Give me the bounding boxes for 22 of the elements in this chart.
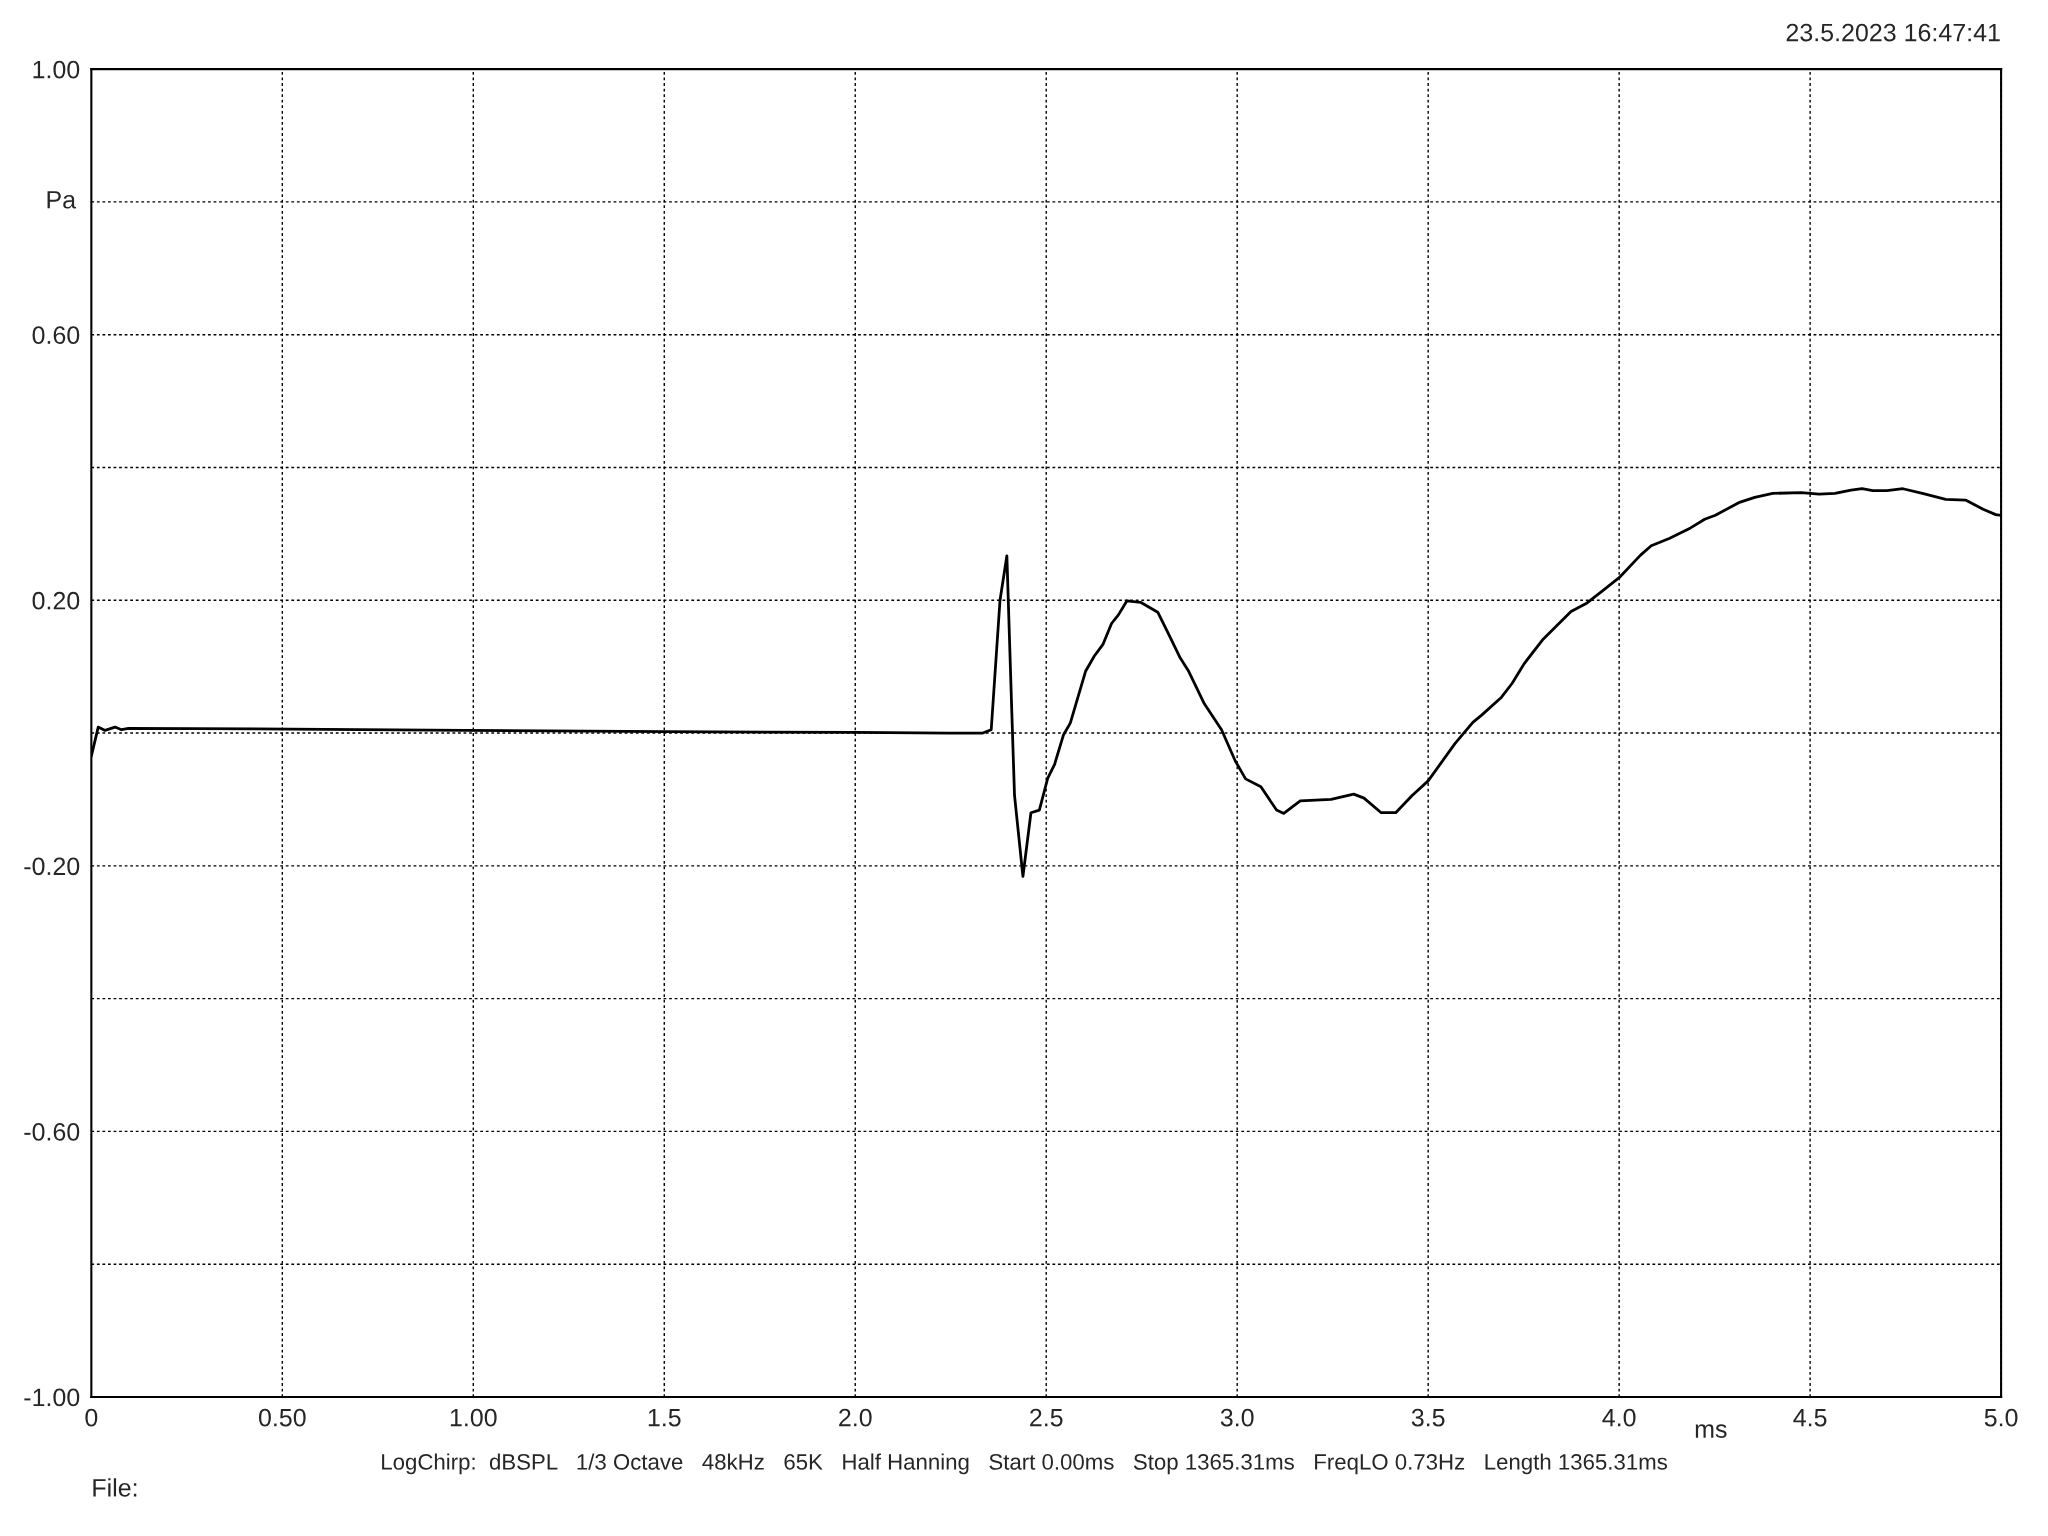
- x-tick-label: 3.0: [1220, 1408, 1254, 1427]
- x-tick-label: 1.5: [648, 1409, 681, 1427]
- text: 23.5.2023 16:47:41: [1786, 23, 2000, 42]
- x-tick-label: 1.00: [450, 1408, 497, 1427]
- y-tick-label: -0.20: [24, 857, 80, 876]
- text: LogChirp: dBSPL 1/3 Octave 48kHz 65K Half Hanning Start 0.00ms Stop 1365.31ms FreqLO 0.73Hz Length 1365.31ms: [382, 1453, 1667, 1475]
- y-tick-label: 1.00: [33, 60, 80, 79]
- x-tick-label: 4.5: [1793, 1409, 1827, 1427]
- y-tick-label: -0.60: [24, 1123, 80, 1141]
- x-axis-title: ms: [1695, 1424, 1727, 1438]
- y-tick-label: 0.20: [32, 591, 80, 610]
- x-tick-label: 2.0: [839, 1408, 872, 1427]
- y-axis-title: Pa: [47, 191, 77, 209]
- x-tick-label: 2.5: [1030, 1408, 1063, 1427]
- x-tick-label: 5.0: [1984, 1408, 2018, 1427]
- y-tick-label: 0.60: [32, 326, 80, 344]
- x-tick-label: 3.5: [1411, 1408, 1445, 1427]
- x-tick-label: 0.50: [258, 1408, 306, 1427]
- x-tick-label: 0: [85, 1408, 98, 1427]
- text: File:: [93, 1478, 137, 1497]
- x-tick-label: 4.0: [1602, 1408, 1636, 1427]
- y-tick-label: -1.00: [24, 1388, 80, 1407]
